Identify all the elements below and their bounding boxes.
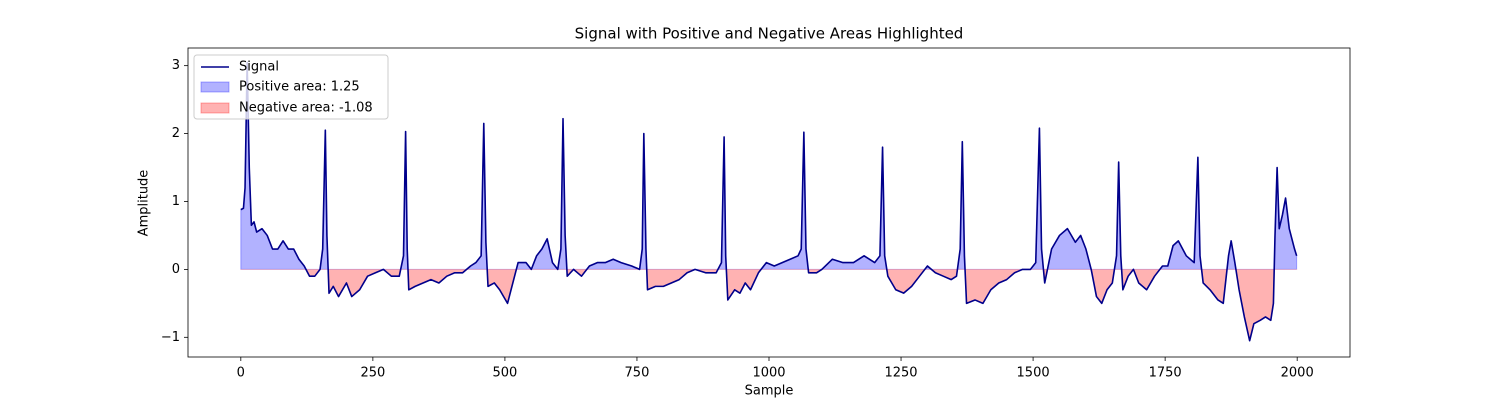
- x-tick-label: 2000: [1281, 366, 1314, 381]
- x-tick-label: 250: [360, 366, 385, 381]
- legend-label: Positive area: 1.25: [239, 80, 360, 95]
- x-axis-label: Sample: [745, 384, 794, 399]
- legend-box: [193, 54, 389, 120]
- x-tick-label: 500: [492, 366, 517, 381]
- x-tick-label: 1750: [1149, 366, 1182, 381]
- legend: Signal Positive area: 1.25 Negative area: …: [193, 54, 389, 120]
- x-tick-label: 1500: [1017, 366, 1050, 381]
- x-tick-label: 1000: [752, 366, 785, 381]
- y-tick-label: 3: [172, 58, 180, 73]
- x-tick-label: 750: [625, 366, 650, 381]
- y-tick-label: 2: [172, 126, 180, 141]
- legend-label: Signal: [239, 60, 279, 75]
- x-tick-label: 1250: [884, 366, 917, 381]
- legend-swatch: [200, 81, 230, 93]
- legend-swatch: [200, 102, 230, 114]
- y-axis-label: Amplitude: [137, 170, 152, 237]
- negative-area: [240, 269, 1298, 341]
- legend-label: Negative area: -1.08: [239, 101, 373, 116]
- signal-line: [240, 61, 1298, 342]
- y-tick-label: 1: [172, 194, 180, 209]
- x-tick-label: 0: [237, 366, 245, 381]
- y-tick-label: −1: [161, 330, 180, 345]
- positive-area: [240, 62, 1298, 270]
- chart-title: Signal with Positive and Negative Areas …: [575, 25, 964, 43]
- y-tick-label: 0: [172, 262, 180, 277]
